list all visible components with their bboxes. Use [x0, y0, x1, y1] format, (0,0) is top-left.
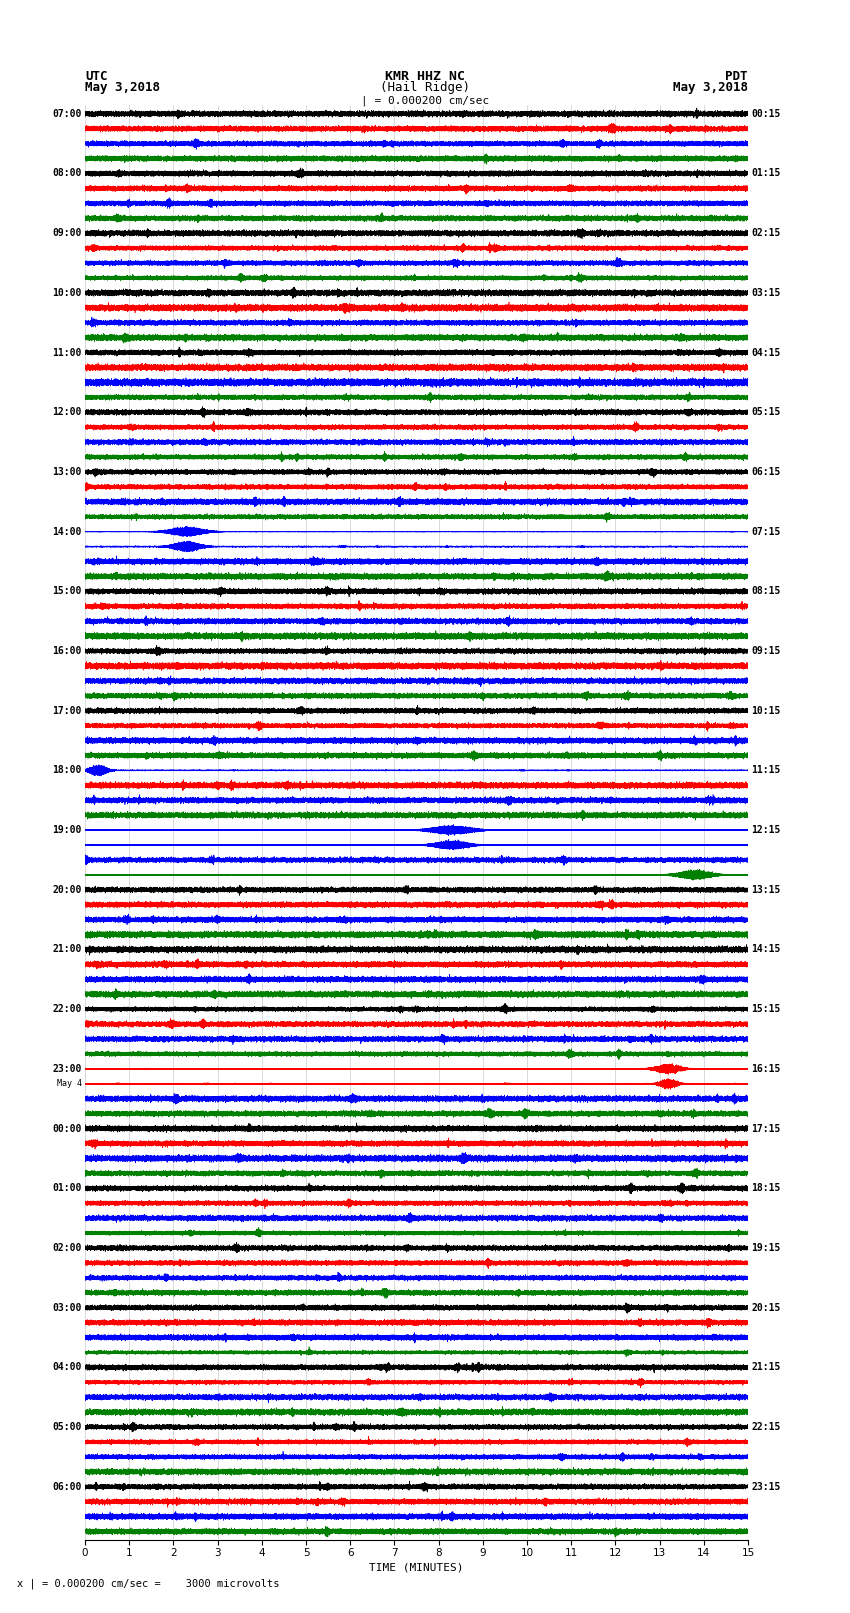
- Text: 01:00: 01:00: [53, 1184, 82, 1194]
- Text: 08:15: 08:15: [751, 587, 780, 597]
- Text: 07:15: 07:15: [751, 526, 780, 537]
- Text: 12:15: 12:15: [751, 826, 780, 836]
- Text: KMR HHZ NC: KMR HHZ NC: [385, 69, 465, 84]
- Text: May 4: May 4: [57, 1079, 82, 1089]
- Text: May 3,2018: May 3,2018: [85, 81, 160, 94]
- Text: 04:00: 04:00: [53, 1363, 82, 1373]
- Text: 14:00: 14:00: [53, 526, 82, 537]
- Text: 16:00: 16:00: [53, 647, 82, 656]
- Text: 09:15: 09:15: [751, 647, 780, 656]
- Text: 20:15: 20:15: [751, 1303, 780, 1313]
- Text: 07:00: 07:00: [53, 108, 82, 119]
- Text: 08:00: 08:00: [53, 168, 82, 179]
- Text: 21:00: 21:00: [53, 945, 82, 955]
- Text: 03:15: 03:15: [751, 287, 780, 298]
- Text: 17:15: 17:15: [751, 1124, 780, 1134]
- Text: 23:15: 23:15: [751, 1482, 780, 1492]
- Text: 06:15: 06:15: [751, 466, 780, 477]
- Text: 17:00: 17:00: [53, 706, 82, 716]
- Text: 15:15: 15:15: [751, 1005, 780, 1015]
- Text: 10:15: 10:15: [751, 706, 780, 716]
- Text: 00:00: 00:00: [53, 1124, 82, 1134]
- Text: 13:00: 13:00: [53, 466, 82, 477]
- Text: 09:00: 09:00: [53, 227, 82, 239]
- Text: 20:00: 20:00: [53, 886, 82, 895]
- Text: 19:00: 19:00: [53, 826, 82, 836]
- Text: 12:00: 12:00: [53, 406, 82, 418]
- Text: 05:00: 05:00: [53, 1423, 82, 1432]
- Text: 01:15: 01:15: [751, 168, 780, 179]
- Text: x | = 0.000200 cm/sec =    3000 microvolts: x | = 0.000200 cm/sec = 3000 microvolts: [17, 1579, 280, 1589]
- Text: 23:00: 23:00: [53, 1065, 82, 1074]
- Text: 11:00: 11:00: [53, 347, 82, 358]
- Text: 18:00: 18:00: [53, 766, 82, 776]
- Text: 11:15: 11:15: [751, 766, 780, 776]
- Text: | = 0.000200 cm/sec: | = 0.000200 cm/sec: [361, 95, 489, 106]
- Text: 18:15: 18:15: [751, 1184, 780, 1194]
- Text: May 3,2018: May 3,2018: [673, 81, 748, 94]
- Text: 22:15: 22:15: [751, 1423, 780, 1432]
- Text: 15:00: 15:00: [53, 587, 82, 597]
- Text: 10:00: 10:00: [53, 287, 82, 298]
- Text: UTC: UTC: [85, 69, 107, 84]
- Text: 21:15: 21:15: [751, 1363, 780, 1373]
- Text: 16:15: 16:15: [751, 1065, 780, 1074]
- Text: 22:00: 22:00: [53, 1005, 82, 1015]
- Text: 00:15: 00:15: [751, 108, 780, 119]
- Text: 14:15: 14:15: [751, 945, 780, 955]
- Text: 02:00: 02:00: [53, 1244, 82, 1253]
- Text: 19:15: 19:15: [751, 1244, 780, 1253]
- Text: 05:15: 05:15: [751, 406, 780, 418]
- Text: 06:00: 06:00: [53, 1482, 82, 1492]
- Text: PDT: PDT: [726, 69, 748, 84]
- Text: (Hail Ridge): (Hail Ridge): [380, 81, 470, 94]
- Text: 13:15: 13:15: [751, 886, 780, 895]
- Text: 02:15: 02:15: [751, 227, 780, 239]
- X-axis label: TIME (MINUTES): TIME (MINUTES): [369, 1563, 464, 1573]
- Text: 04:15: 04:15: [751, 347, 780, 358]
- Text: 03:00: 03:00: [53, 1303, 82, 1313]
